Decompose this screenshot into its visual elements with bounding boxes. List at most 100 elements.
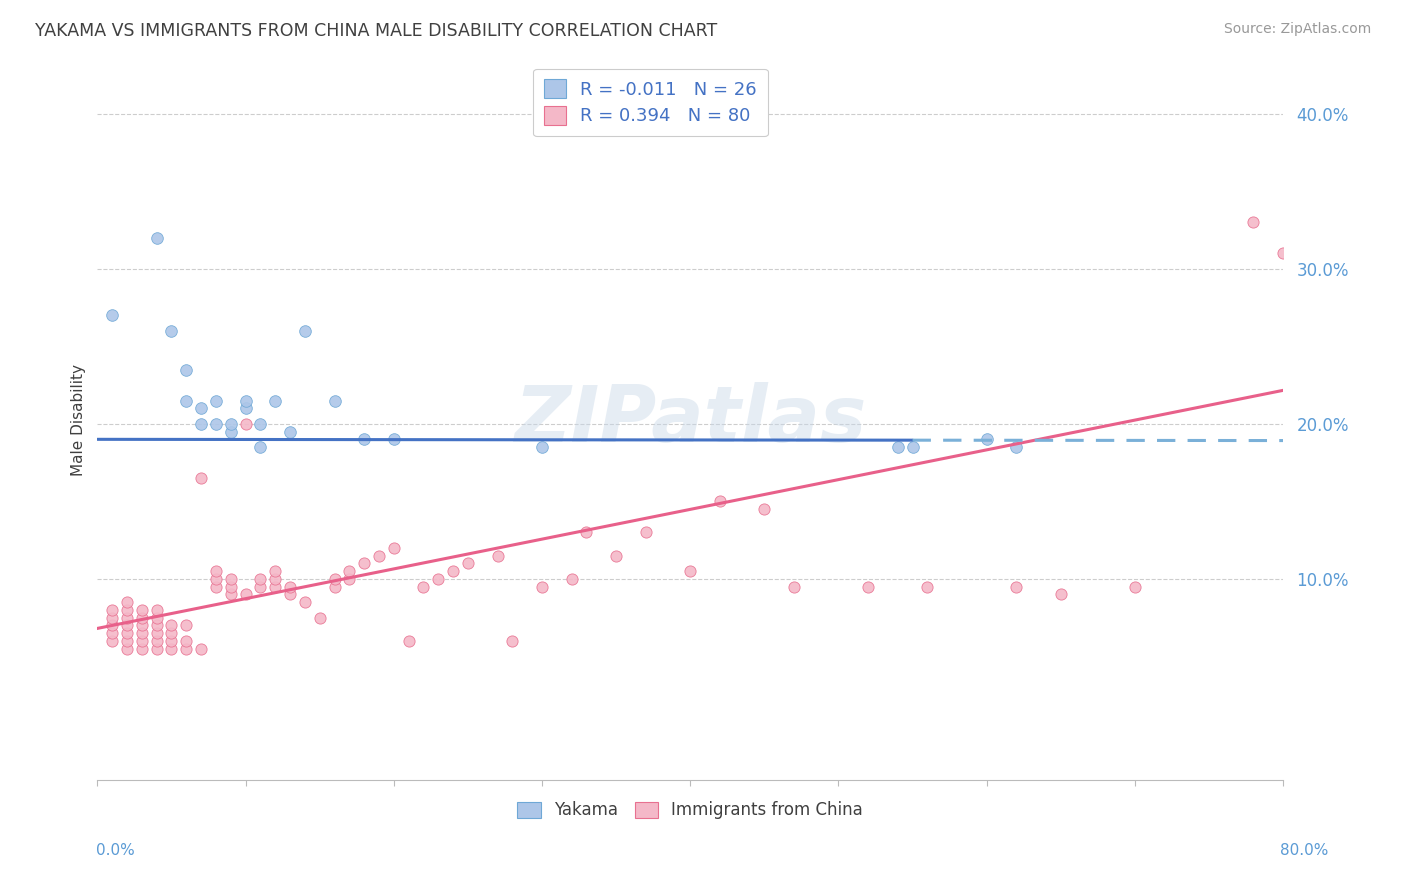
Point: [323, 572, 346, 586]
Point: [382, 541, 405, 555]
Text: 80.0%: 80.0%: [1281, 843, 1329, 858]
Point: [249, 440, 271, 454]
Point: [205, 564, 228, 578]
Point: [219, 580, 242, 594]
Point: [1243, 215, 1265, 229]
Point: [1049, 587, 1071, 601]
Point: [205, 393, 228, 408]
Text: ZIPatlas: ZIPatlas: [515, 382, 866, 458]
Point: [115, 618, 138, 632]
Point: [101, 309, 124, 323]
Point: [131, 641, 153, 656]
Point: [160, 618, 183, 632]
Point: [249, 580, 271, 594]
Point: [605, 549, 627, 563]
Point: [205, 580, 228, 594]
Point: [353, 557, 375, 571]
Point: [323, 393, 346, 408]
Point: [278, 587, 301, 601]
Point: [856, 580, 879, 594]
Point: [1123, 580, 1146, 594]
Point: [145, 610, 167, 624]
Point: [278, 425, 301, 439]
Point: [709, 494, 731, 508]
Point: [145, 603, 167, 617]
Point: [337, 564, 360, 578]
Point: [190, 641, 212, 656]
Point: [160, 626, 183, 640]
Point: [174, 633, 197, 648]
Point: [264, 393, 287, 408]
Point: [131, 610, 153, 624]
Point: [308, 610, 330, 624]
Point: [249, 417, 271, 431]
Point: [131, 603, 153, 617]
Point: [398, 633, 420, 648]
Point: [174, 618, 197, 632]
Point: [235, 401, 257, 416]
Point: [115, 610, 138, 624]
Point: [205, 572, 228, 586]
Point: [131, 618, 153, 632]
Point: [634, 525, 657, 540]
Point: [101, 618, 124, 632]
Point: [174, 641, 197, 656]
Point: [575, 525, 598, 540]
Point: [337, 572, 360, 586]
Point: [219, 425, 242, 439]
Point: [145, 231, 167, 245]
Point: [561, 572, 583, 586]
Point: [531, 580, 554, 594]
Text: 0.0%: 0.0%: [96, 843, 135, 858]
Point: [101, 610, 124, 624]
Text: YAKAMA VS IMMIGRANTS FROM CHINA MALE DISABILITY CORRELATION CHART: YAKAMA VS IMMIGRANTS FROM CHINA MALE DIS…: [35, 22, 717, 40]
Point: [783, 580, 806, 594]
Point: [294, 595, 316, 609]
Point: [131, 633, 153, 648]
Point: [249, 572, 271, 586]
Point: [115, 633, 138, 648]
Point: [754, 502, 776, 516]
Point: [115, 641, 138, 656]
Point: [427, 572, 450, 586]
Point: [1005, 440, 1028, 454]
Point: [486, 549, 509, 563]
Point: [917, 580, 939, 594]
Point: [368, 549, 391, 563]
Point: [145, 641, 167, 656]
Point: [160, 633, 183, 648]
Point: [679, 564, 702, 578]
Point: [235, 393, 257, 408]
Point: [160, 324, 183, 338]
Point: [190, 401, 212, 416]
Point: [235, 587, 257, 601]
Point: [264, 572, 287, 586]
Point: [205, 417, 228, 431]
Point: [190, 417, 212, 431]
Y-axis label: Male Disability: Male Disability: [72, 364, 86, 476]
Point: [901, 440, 924, 454]
Point: [145, 618, 167, 632]
Point: [887, 440, 910, 454]
Point: [219, 587, 242, 601]
Point: [101, 633, 124, 648]
Point: [278, 580, 301, 594]
Legend: Yakama, Immigrants from China: Yakama, Immigrants from China: [510, 795, 870, 826]
Point: [264, 564, 287, 578]
Point: [101, 626, 124, 640]
Point: [235, 417, 257, 431]
Point: [145, 633, 167, 648]
Point: [382, 433, 405, 447]
Point: [441, 564, 464, 578]
Point: [145, 626, 167, 640]
Point: [531, 440, 554, 454]
Point: [501, 633, 523, 648]
Point: [101, 603, 124, 617]
Point: [323, 580, 346, 594]
Point: [219, 572, 242, 586]
Point: [174, 393, 197, 408]
Point: [294, 324, 316, 338]
Point: [219, 417, 242, 431]
Point: [160, 641, 183, 656]
Point: [115, 595, 138, 609]
